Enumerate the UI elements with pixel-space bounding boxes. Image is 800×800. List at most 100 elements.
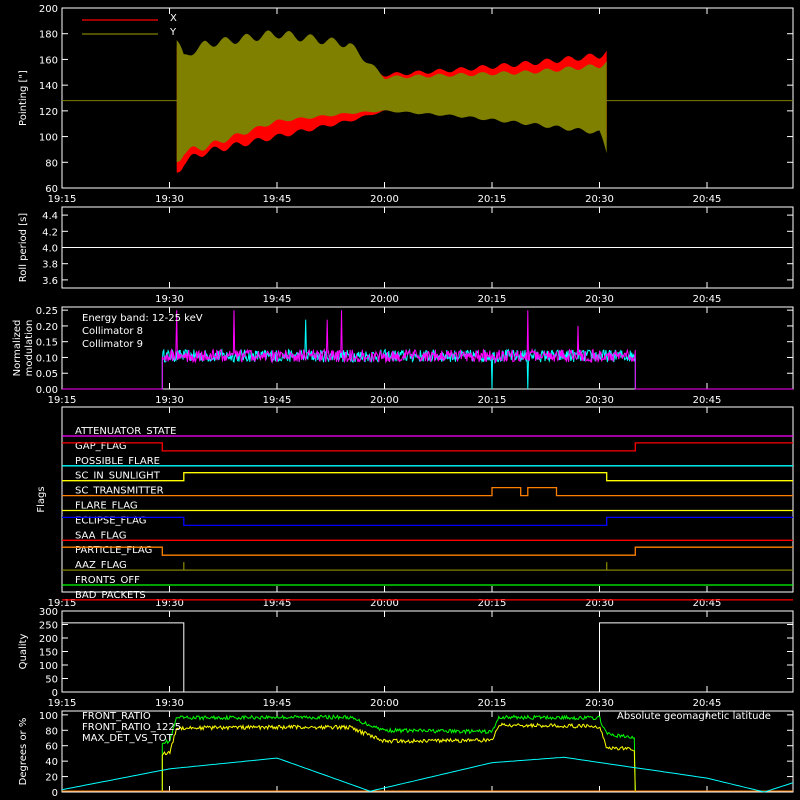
roll-period-xtick-label: 19:30 xyxy=(155,294,184,305)
modulation-ytick-label: 0.05 xyxy=(36,369,58,380)
ratios-series-front-ratio-1225 xyxy=(161,714,636,793)
pointing-axes-frame xyxy=(61,7,794,189)
roll-period-xtick-label: 20:15 xyxy=(478,294,507,305)
ratios-series-absolute-geomagnetic-latitude xyxy=(61,756,794,793)
pointing-xtick-label: 19:45 xyxy=(263,194,292,205)
quality-ytick-label: 200 xyxy=(39,634,58,645)
pointing-legend-label-x: X xyxy=(170,13,177,24)
pointing-ytick-label: 200 xyxy=(39,4,58,15)
flags-xtick-label: 19:45 xyxy=(263,598,292,609)
flag-line-sc-transmitter xyxy=(62,486,793,497)
flags-ylabel: Flags xyxy=(36,486,47,512)
quality-ylabel: Quality xyxy=(18,634,29,670)
modulation-ytick-label: 0.25 xyxy=(36,306,58,317)
roll-period-xtick-label: 20:00 xyxy=(370,294,399,305)
ratios-legend-label: FRONT_RATIO_1225 xyxy=(82,722,181,733)
flags-axes-frame xyxy=(61,406,794,593)
pointing-ytick-label: 60 xyxy=(45,184,58,195)
modulation-ylabel: modulation xyxy=(24,320,35,377)
quality-ytick-label: 50 xyxy=(45,675,58,686)
modulation-ylabel: Normalized xyxy=(12,320,23,377)
ratios-ylabel: Degrees or % xyxy=(18,718,29,786)
pointing-ytick-label: 80 xyxy=(45,158,58,169)
modulation-xtick-label: 20:15 xyxy=(478,395,507,406)
flag-line-aaz-flag xyxy=(62,562,793,571)
quality-ytick-label: 100 xyxy=(39,661,58,672)
roll-period-xtick-label: 19:45 xyxy=(263,294,292,305)
pointing-legend-label-y: Y xyxy=(169,27,177,38)
modulation-xtick-label: 19:45 xyxy=(263,395,292,406)
ratios-legend-latitude: Absolute geomagnetic latitude xyxy=(617,711,771,722)
quality-xtick-label: 19:45 xyxy=(263,698,292,709)
modulation-xtick-label: 20:00 xyxy=(370,395,399,406)
quality-ytick-label: 300 xyxy=(39,607,58,618)
flag-label-possible-flare: POSSIBLE_FLARE xyxy=(75,456,160,467)
pointing-ytick-label: 180 xyxy=(39,30,58,41)
flag-label-bad-packets: BAD_PACKETS xyxy=(75,590,146,601)
roll-period-ytick-label: 3.8 xyxy=(42,260,58,271)
quality-xtick-label: 20:45 xyxy=(693,698,722,709)
modulation-legend-label: Collimator 8 xyxy=(82,326,143,337)
ratios-ytick-label: 20 xyxy=(45,773,58,784)
quality-xtick-label: 19:15 xyxy=(48,698,77,709)
ratios-legend-label: FRONT_RATIO xyxy=(82,711,151,722)
modulation-ytick-label: 0.15 xyxy=(36,338,58,349)
pointing-xtick-label: 20:45 xyxy=(693,194,722,205)
flag-label-gap-flag: GAP_FLAG xyxy=(75,441,127,452)
flag-line-gap-flag xyxy=(62,442,793,452)
flags-xtick-label: 20:30 xyxy=(585,598,614,609)
modulation-xtick-label: 20:30 xyxy=(585,395,614,406)
pointing-ytick-label: 140 xyxy=(39,81,58,92)
pointing-ylabel: Pointing ["] xyxy=(18,70,29,126)
pointing-ytick-label: 100 xyxy=(39,133,58,144)
quality-xtick-label: 20:30 xyxy=(585,698,614,709)
pointing-ytick-label: 160 xyxy=(39,55,58,66)
quality-line xyxy=(62,622,793,693)
pointing-xtick-label: 20:15 xyxy=(478,194,507,205)
flag-label-fronts-off: FRONTS_OFF xyxy=(75,575,140,586)
flag-label-sc-transmitter: SC_TRANSMITTER xyxy=(75,486,164,497)
flags-xtick-label: 20:45 xyxy=(693,598,722,609)
ratios-ytick-label: 100 xyxy=(39,711,58,722)
flags-xtick-label: 19:15 xyxy=(48,598,77,609)
roll-period-xtick-label: 20:45 xyxy=(693,294,722,305)
pointing-xtick-label: 20:30 xyxy=(585,194,614,205)
roll-period-ytick-label: 4.2 xyxy=(42,227,58,238)
flag-line-particle-flag xyxy=(62,546,793,556)
flags-xtick-label: 20:00 xyxy=(370,598,399,609)
flag-line-sc-in-sunlight xyxy=(62,472,793,482)
flag-label-flare-flag: FLARE_FLAG xyxy=(75,501,138,512)
modulation-xtick-label: 19:15 xyxy=(48,395,77,406)
quality-xtick-label: 19:30 xyxy=(155,698,184,709)
roll-period-xtick-label: 20:30 xyxy=(585,294,614,305)
modulation-xtick-label: 19:30 xyxy=(155,395,184,406)
flags-xtick-label: 20:15 xyxy=(478,598,507,609)
modulation-legend-label: Collimator 9 xyxy=(82,339,143,350)
roll-period-ytick-label: 4.0 xyxy=(42,244,58,255)
flag-label-saa-flag: SAA_FLAG xyxy=(75,530,126,541)
flag-label-eclipse-flag: ECLIPSE_FLAG xyxy=(75,515,146,526)
modulation-ytick-label: 0.10 xyxy=(36,353,58,364)
pointing-band-y xyxy=(176,30,607,163)
ratios-ytick-label: 0 xyxy=(52,788,58,799)
quality-xtick-label: 20:00 xyxy=(370,698,399,709)
modulation-ytick-label: 0.20 xyxy=(36,322,58,333)
roll-period-ytick-label: 3.6 xyxy=(42,276,58,287)
modulation-energy-band-label: Energy band: 12-25 keV xyxy=(82,313,203,324)
modulation-xtick-label: 20:45 xyxy=(693,395,722,406)
flags-xtick-label: 19:30 xyxy=(155,598,184,609)
roll-period-ylabel: Roll period [s] xyxy=(18,213,29,282)
quality-ytick-label: 150 xyxy=(39,648,58,659)
ratios-series-front-ratio xyxy=(161,722,636,793)
ratios-ytick-label: 60 xyxy=(45,742,58,753)
ratios-ytick-label: 40 xyxy=(45,757,58,768)
ratios-legend-label: MAX_DET_VS_TOT xyxy=(82,733,174,744)
quality-xtick-label: 20:15 xyxy=(478,698,507,709)
pointing-xtick-label: 19:15 xyxy=(48,194,77,205)
quality-ytick-label: 0 xyxy=(52,688,58,699)
flag-label-particle-flag: PARTICLE_FLAG xyxy=(75,545,152,556)
modulation-series-collimator-9 xyxy=(62,310,793,390)
modulation-axes-frame xyxy=(61,306,794,390)
